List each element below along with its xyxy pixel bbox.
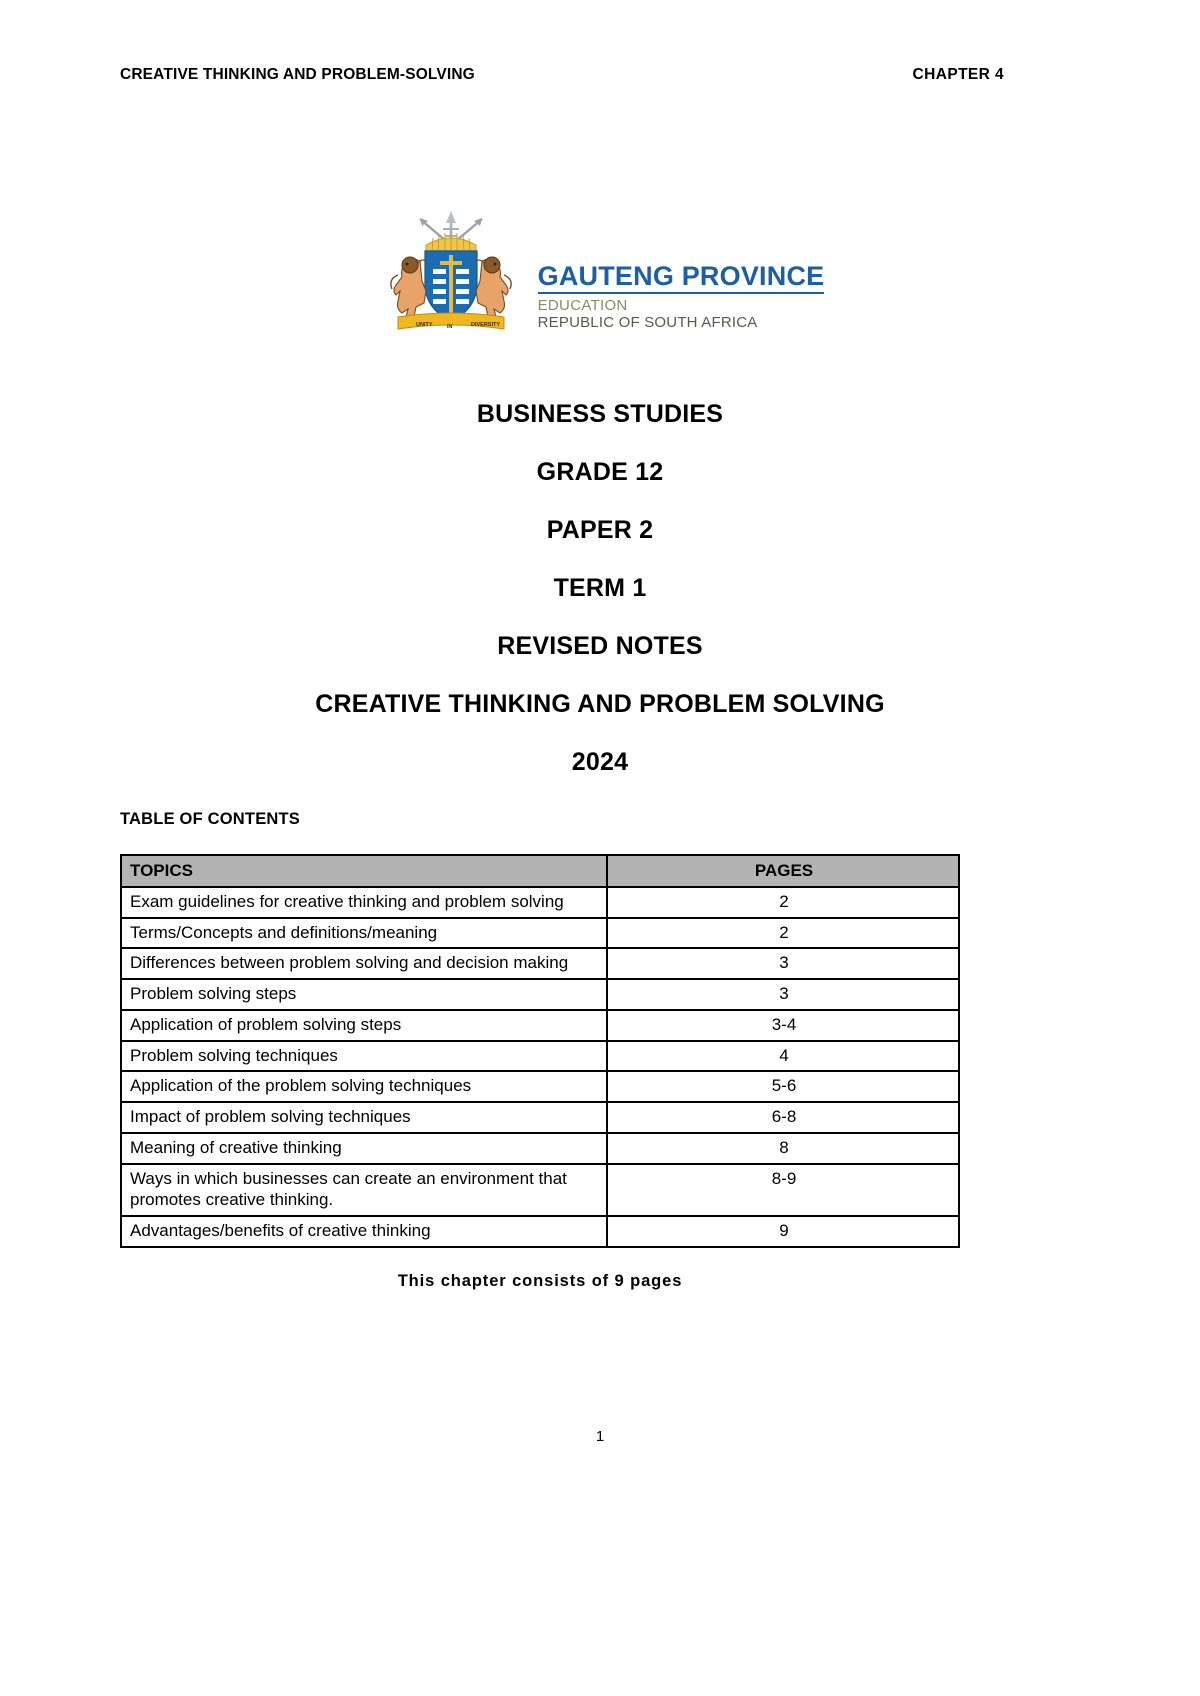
pages-cell: 2 [606, 885, 960, 919]
title-notes-type: REVISED NOTES [497, 632, 703, 660]
topic-cell: Differences between problem solving and … [119, 947, 609, 980]
page-number: 1 [595, 1428, 605, 1445]
pages-cell: 3-4 [606, 1008, 960, 1042]
lion-right [475, 256, 512, 318]
pages-cell: 6-8 [606, 1101, 960, 1134]
pages-cell: 9 [606, 1215, 960, 1248]
table-row: Application of problem solving steps 3-4 [119, 1008, 960, 1042]
running-header: CREATIVE THINKING AND PROBLEM-SOLVING CH… [120, 66, 1080, 84]
table-row: Differences between problem solving and … [119, 947, 960, 980]
lion-left [389, 256, 427, 318]
svg-text:UNITY: UNITY [416, 322, 433, 328]
pages-cell: 3 [606, 947, 960, 980]
logo-inner: UNITY IN DIVERSITY GAUTENG PROVINCE EDUC… [376, 205, 825, 337]
title-subject: BUSINESS STUDIES [476, 400, 724, 428]
table-row: Terms/Concepts and definitions/meaning 2 [119, 916, 960, 950]
logo-country: REPUBLIC OF SOUTH AFRICA [537, 313, 758, 331]
table-row: Problem solving steps 3 [119, 978, 960, 1011]
chapter-page-count-note: This chapter consists of 9 pages [397, 1272, 683, 1290]
title-paper: PAPER 2 [546, 516, 654, 544]
column-header-pages: PAGES [606, 854, 960, 888]
logo-text-block: GAUTENG PROVINCE EDUCATION REPUBLIC OF S… [537, 260, 825, 338]
svg-text:IN: IN [447, 324, 453, 330]
topic-cell: Exam guidelines for creative thinking an… [119, 885, 609, 919]
pages-cell: 4 [606, 1039, 960, 1073]
topic-cell: Advantages/benefits of creative thinking [119, 1215, 609, 1248]
title-year: 2024 [571, 748, 629, 776]
table-of-contents: TOPICS PAGES Exam guidelines for creativ… [119, 854, 960, 1248]
header-subject-title: CREATIVE THINKING AND PROBLEM-SOLVING [120, 66, 475, 83]
topic-cell: Meaning of creative thinking [119, 1131, 609, 1165]
pages-cell: 8 [606, 1131, 960, 1165]
table-header-row: TOPICS PAGES [119, 854, 960, 888]
title-chapter-topic: CREATIVE THINKING AND PROBLEM SOLVING [315, 690, 885, 718]
table-row: Advantages/benefits of creative thinking… [119, 1215, 960, 1248]
topic-cell: Ways in which businesses can create an e… [119, 1162, 609, 1217]
table-body: Exam guidelines for creative thinking an… [119, 885, 960, 1248]
gauteng-province-logo: UNITY IN DIVERSITY GAUTENG PROVINCE EDUC… [0, 205, 1200, 337]
pages-cell: 3 [606, 978, 960, 1011]
coat-of-arms-icon: UNITY IN DIVERSITY [376, 205, 526, 337]
column-header-topics: TOPICS [119, 854, 609, 888]
table-of-contents-heading: TABLE OF CONTENTS [120, 810, 301, 828]
logo-underline [537, 291, 825, 294]
table-row: Meaning of creative thinking 8 [119, 1131, 960, 1165]
logo-department: EDUCATION [537, 296, 628, 314]
pages-cell: 2 [606, 916, 960, 950]
motto-scroll: UNITY IN DIVERSITY [397, 312, 505, 330]
table-row: Exam guidelines for creative thinking an… [119, 885, 960, 919]
table-row: Impact of problem solving techniques 6-8 [119, 1101, 960, 1134]
title-term: TERM 1 [553, 574, 647, 602]
topic-cell: Application of the problem solving techn… [119, 1070, 609, 1103]
table-row: Application of the problem solving techn… [119, 1070, 960, 1103]
pages-cell: 5-6 [606, 1070, 960, 1103]
topic-cell: Application of problem solving steps [119, 1008, 609, 1042]
topic-cell: Problem solving steps [119, 978, 609, 1011]
logo-title: GAUTENG PROVINCE [537, 260, 825, 291]
table-row: Ways in which businesses can create an e… [119, 1162, 960, 1217]
topic-cell: Problem solving techniques [119, 1039, 609, 1073]
title-grade: GRADE 12 [536, 458, 664, 486]
table-row: Problem solving techniques 4 [119, 1039, 960, 1073]
header-chapter-label: CHAPTER 4 [912, 66, 1004, 83]
topic-cell: Impact of problem solving techniques [119, 1101, 609, 1134]
topic-cell: Terms/Concepts and definitions/meaning [119, 916, 609, 950]
svg-text:DIVERSITY: DIVERSITY [471, 322, 500, 328]
pages-cell: 8-9 [606, 1162, 960, 1217]
title-block: BUSINESS STUDIES GRADE 12 PAPER 2 TERM 1… [120, 400, 1080, 806]
